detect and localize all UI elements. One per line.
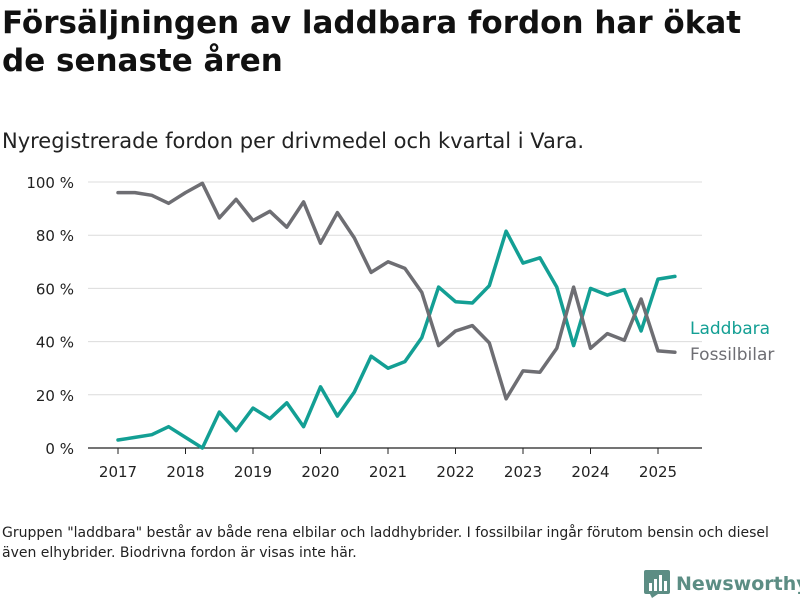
chart-footnote: Gruppen "laddbara" består av både rena e… — [2, 525, 769, 561]
y-tick-label: 20 % — [36, 387, 74, 405]
legend-label-laddbara: Laddbara — [690, 319, 770, 339]
x-tick-label: 2018 — [166, 463, 204, 481]
y-tick-label: 80 % — [36, 227, 74, 245]
x-tick-label: 2022 — [436, 463, 474, 481]
y-tick-label: 0 % — [45, 440, 74, 458]
newsworthy-logo: Newsworthy — [644, 569, 800, 599]
chart-title: Försäljningen av laddbara fordon har öka… — [2, 5, 742, 79]
y-tick-label: 60 % — [36, 280, 74, 298]
y-tick-label: 100 % — [26, 174, 74, 192]
x-tick-label: 2021 — [369, 463, 407, 481]
x-tick-label: 2025 — [639, 463, 677, 481]
series-line-fossilbilar — [116, 181, 677, 401]
legend-label-fossilbilar: Fossilbilar — [690, 345, 774, 365]
y-tick-label: 40 % — [36, 334, 74, 352]
x-tick-label: 2020 — [301, 463, 339, 481]
logo-text: Newsworthy — [676, 573, 800, 595]
chart-subtitle: Nyregistrerade fordon per drivmedel och … — [2, 129, 585, 153]
x-tick-label: 2017 — [99, 463, 137, 481]
x-tick-label: 2019 — [234, 463, 272, 481]
x-tick-label: 2024 — [571, 463, 609, 481]
x-tick-label: 2023 — [504, 463, 542, 481]
newsworthy-bar-icon — [644, 570, 670, 598]
